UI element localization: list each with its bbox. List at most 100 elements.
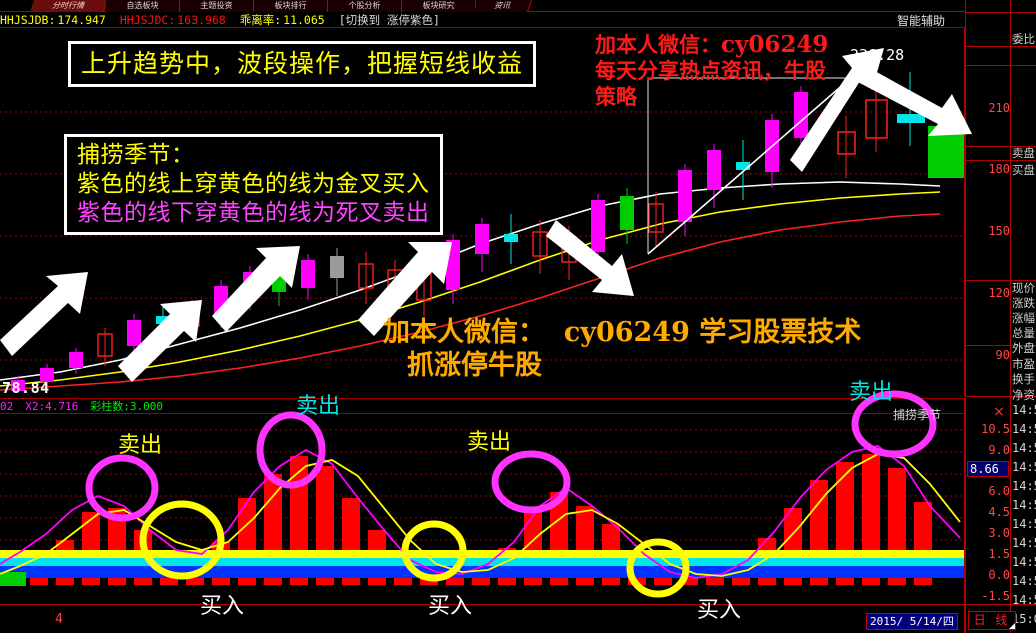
tab-label: 个股分析 bbox=[348, 1, 381, 10]
label-zongliang[interactable]: 总量 bbox=[1012, 326, 1035, 340]
label-shiying[interactable]: 市盈 bbox=[1012, 357, 1035, 371]
candle bbox=[272, 258, 286, 306]
wechat-promo-gold: 加本人微信： cy06249 学习股票技术 抓涨停牛股 bbox=[383, 317, 861, 383]
selected-date-readout: 2015/ 5/14/四 bbox=[866, 613, 958, 630]
wechat-prefix: 加本人微信： bbox=[595, 33, 721, 57]
period-selector[interactable]: 日 线 bbox=[968, 611, 1016, 630]
sell-label-3: 卖出 bbox=[467, 430, 512, 455]
ind-tick-9-0: 9.0 bbox=[988, 443, 1010, 457]
candle bbox=[97, 328, 113, 366]
time-row: 14:5 bbox=[1012, 555, 1036, 569]
label-jingzi[interactable]: 净资 bbox=[1012, 388, 1035, 402]
time-row: 14:5 bbox=[1012, 536, 1036, 550]
label-zhangdie[interactable]: 涨跌 bbox=[1012, 296, 1035, 310]
candle bbox=[707, 144, 721, 208]
label-maipan[interactable]: 卖盘 bbox=[1012, 146, 1035, 160]
label-zhangfu[interactable]: 涨幅 bbox=[1012, 311, 1035, 325]
label-waipan[interactable]: 外盘 bbox=[1012, 341, 1035, 355]
annotation-line-golden-cross: 紫色的线上穿黄色的线为金叉买入 bbox=[77, 170, 430, 197]
rainbow-bands bbox=[0, 550, 964, 578]
candle bbox=[837, 116, 856, 178]
label-weibi[interactable]: 委比 bbox=[1012, 32, 1035, 46]
time-row: 14:5 bbox=[1012, 498, 1036, 512]
candle bbox=[301, 254, 315, 300]
candle bbox=[678, 164, 692, 236]
panel-divider bbox=[966, 345, 1036, 346]
label-huanshou[interactable]: 换手 bbox=[1012, 372, 1035, 386]
sell-label-1: 卖出 bbox=[118, 433, 163, 458]
candle bbox=[330, 248, 344, 296]
candle bbox=[184, 300, 200, 338]
right-info-panel[interactable]: 210 180 150 120 90 委比 卖盘 买盘 现价 涨跌 涨幅 总量 … bbox=[965, 0, 1036, 633]
smart-assist-label[interactable]: 智能辅助 bbox=[897, 14, 946, 28]
tab-zixun[interactable]: 资讯 bbox=[473, 0, 533, 12]
candle bbox=[40, 364, 54, 386]
tab-gegu-fenxi[interactable]: 个股分析 bbox=[328, 0, 402, 12]
hhjsjdc-label: HHJSJDC: bbox=[119, 13, 176, 27]
candle bbox=[591, 194, 605, 268]
ind-tick-neg1-5: -1.5 bbox=[981, 589, 1010, 603]
panel-divider bbox=[966, 12, 1036, 13]
label-xianjia[interactable]: 现价 bbox=[1012, 281, 1035, 295]
wechat-gold-suffix: 学习股票技术 bbox=[699, 317, 862, 348]
annotation-box-trend: 上升趋势中，波段操作，把握短线收益 bbox=[68, 41, 537, 87]
indicator-name-label: 捕捞季节 bbox=[893, 408, 942, 422]
wechat-gold-id: cy06249 bbox=[563, 317, 690, 348]
annotation-line-death-cross: 紫色的线下穿黄色的线为死叉卖出 bbox=[77, 199, 430, 226]
candle bbox=[156, 304, 170, 340]
tab-bankuai-paihang[interactable]: 板块排行 bbox=[254, 0, 328, 12]
price-tick-150: 150 bbox=[988, 224, 1010, 238]
time-row: 14:5 bbox=[1012, 574, 1036, 588]
buy-label-2: 买入 bbox=[428, 594, 473, 619]
price-tick-210: 210 bbox=[988, 101, 1010, 115]
candle bbox=[127, 314, 141, 356]
bars-label: 彩柱数: bbox=[90, 400, 130, 413]
x-axis-strip: 4 bbox=[0, 604, 965, 633]
time-row: 14:5 bbox=[1012, 517, 1036, 531]
tab-fenshi-hangqing[interactable]: 分时行情 bbox=[29, 0, 109, 12]
ind-tick-0-0: 0.0 bbox=[988, 568, 1010, 582]
label-maipan2[interactable]: 买盘 bbox=[1012, 163, 1035, 177]
wechat-line3: 策略 bbox=[595, 84, 637, 109]
tab-bankuai-yanjiu[interactable]: 板块研究 bbox=[402, 0, 476, 12]
switch-note: [切换到 涨停紫色] bbox=[338, 13, 440, 27]
time-row: 14:5 bbox=[1012, 422, 1036, 436]
tabbar-left-spacer bbox=[0, 0, 32, 11]
price-tick-180: 180 bbox=[988, 162, 1010, 176]
ind-tick-10-5: 10.5 bbox=[981, 422, 1010, 436]
time-row: 15:0 bbox=[1012, 612, 1036, 626]
candle bbox=[358, 252, 374, 304]
candle bbox=[765, 114, 779, 188]
buy-label-1: 买入 bbox=[200, 594, 245, 619]
indicator-current-value: 8.66 bbox=[967, 461, 1009, 477]
annotation-line: 上升趋势中，波段操作，把握短线收益 bbox=[81, 49, 524, 78]
panel-divider bbox=[966, 604, 1036, 605]
ind-tick-1-5: 1.5 bbox=[988, 547, 1010, 561]
candle bbox=[561, 226, 577, 280]
candle bbox=[214, 280, 228, 328]
bars-value: 3.000 bbox=[129, 400, 163, 413]
time-row: 14:5 bbox=[1012, 460, 1036, 474]
wechat-line2: 每天分享热点资讯，牛股 bbox=[595, 59, 826, 84]
tab-zhuti-touzi[interactable]: 主题投资 bbox=[180, 0, 254, 12]
x-axis-tick: 4 bbox=[55, 612, 63, 627]
hhjsjdb-label: HHJSJDB: bbox=[0, 13, 56, 27]
panel-divider bbox=[966, 46, 1036, 47]
main-tab-bar[interactable]: 分时行情 自选板块 主题投资 板块排行 个股分析 板块研究 资讯 bbox=[0, 0, 1036, 12]
x2-label: X2: bbox=[25, 400, 46, 413]
bias-label: 乖离率: bbox=[239, 13, 282, 27]
close-icon[interactable]: × bbox=[993, 404, 1005, 420]
x2-value: 4.716 bbox=[45, 400, 79, 413]
ind-tick-3-0: 3.0 bbox=[988, 526, 1010, 540]
candle bbox=[532, 220, 548, 274]
green-block bbox=[0, 572, 26, 586]
panel-divider bbox=[966, 280, 1036, 281]
candle bbox=[865, 76, 888, 152]
price-tick-120: 120 bbox=[988, 286, 1010, 300]
tab-zixuan-bankuai[interactable]: 自选板块 bbox=[106, 0, 180, 12]
wechat-gold-prefix: 加本人微信： bbox=[383, 317, 545, 348]
panel-divider bbox=[966, 146, 1036, 147]
candle bbox=[475, 218, 489, 272]
wechat-id: cy06249 bbox=[721, 31, 829, 58]
